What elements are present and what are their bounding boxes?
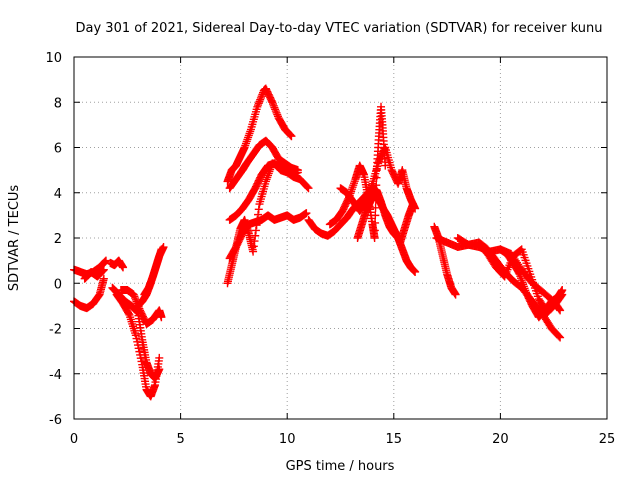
series-sat-w (496, 245, 567, 322)
data-point (269, 101, 278, 110)
data-point (249, 242, 258, 251)
data-point (371, 218, 380, 227)
y-tick-label: 0 (54, 277, 62, 292)
data-point (370, 234, 379, 242)
chart-title: Day 301 of 2021, Sidereal Day-to-day VTE… (76, 21, 603, 36)
y-tick-label: 2 (54, 232, 62, 247)
series-sat-r (353, 188, 417, 247)
series-sat-p (325, 102, 390, 242)
x-tick-label: 0 (70, 432, 78, 447)
data-point (268, 100, 277, 109)
y-tick-labels: -6 -4 -2 0 2 4 6 8 10 (45, 51, 62, 428)
data-point (286, 131, 295, 140)
data-point (119, 263, 128, 272)
data-point (157, 313, 166, 322)
series-sat-q (336, 143, 420, 215)
series-sat-j (223, 84, 296, 186)
data-point (555, 305, 564, 314)
series-sat-n (225, 209, 311, 263)
y-tick-label: 4 (54, 187, 62, 202)
data-point (273, 110, 282, 119)
data-point (270, 103, 279, 112)
y-tick-label: -2 (49, 323, 62, 338)
data-point (271, 107, 280, 116)
data-point (253, 102, 262, 111)
data-point (268, 98, 277, 107)
data-point (303, 183, 312, 192)
data-point (304, 184, 313, 193)
data-point (556, 306, 565, 315)
data-point (371, 211, 380, 220)
series-sat-f (112, 290, 164, 401)
data-point (251, 226, 260, 235)
data-point (271, 105, 280, 114)
y-tick-label: -4 (49, 368, 62, 383)
series-sat-i (140, 245, 166, 299)
data-point (371, 203, 380, 212)
data-point (155, 353, 164, 362)
data-point (256, 95, 265, 104)
data-point (286, 130, 295, 139)
data-point (129, 290, 138, 299)
data-point (254, 99, 263, 108)
data-point (251, 231, 260, 240)
data-point (257, 92, 266, 101)
data-point (555, 332, 564, 341)
data-point (249, 247, 258, 256)
data-point (254, 205, 263, 214)
data-point (101, 257, 110, 266)
x-tick-label: 20 (492, 432, 509, 447)
x-tick-label: 10 (279, 432, 296, 447)
data-point (558, 286, 567, 295)
y-tick-label: 6 (54, 142, 62, 157)
x-tick-label: 15 (386, 432, 403, 447)
grid-lines (74, 57, 607, 419)
data-point (131, 295, 140, 304)
data-point (131, 294, 140, 303)
data-point (411, 267, 420, 276)
data-point (101, 256, 110, 265)
data-point (254, 101, 263, 110)
data-point (98, 267, 107, 276)
series-sat-k (225, 136, 302, 193)
data-point (130, 292, 139, 301)
series-sat-s (430, 222, 460, 299)
x-tick-label: 25 (599, 432, 616, 447)
data-point (287, 132, 296, 141)
x-axis-label: GPS time / hours (286, 459, 395, 474)
y-tick-label: 10 (45, 51, 62, 66)
data-point (556, 333, 565, 342)
series-sat-b (70, 274, 108, 313)
x-tick-labels: 0 5 10 15 20 25 (70, 432, 615, 447)
data-point (255, 97, 264, 106)
data-point (99, 265, 108, 274)
data-point (408, 200, 417, 209)
series-sat-d (106, 256, 128, 272)
data-point (157, 245, 166, 254)
data-point (124, 309, 133, 318)
data-point (100, 258, 109, 267)
x-tick-label: 5 (176, 432, 184, 447)
axis-ticks (73, 56, 608, 420)
data-point (370, 226, 379, 235)
y-tick-label: -6 (49, 413, 62, 428)
data-point (302, 209, 311, 218)
plot-frame (73, 56, 608, 420)
data-point (250, 237, 259, 246)
data-point (272, 108, 281, 117)
data-point (256, 93, 265, 102)
series-sat-c (80, 265, 108, 283)
y-axis-label: SDTVAR / TECUs (7, 185, 22, 292)
data-point (451, 290, 460, 299)
y-tick-label: 8 (54, 96, 62, 111)
data-point (293, 168, 302, 177)
data-point (99, 274, 108, 283)
data-point (99, 266, 108, 275)
data-points (70, 84, 567, 401)
